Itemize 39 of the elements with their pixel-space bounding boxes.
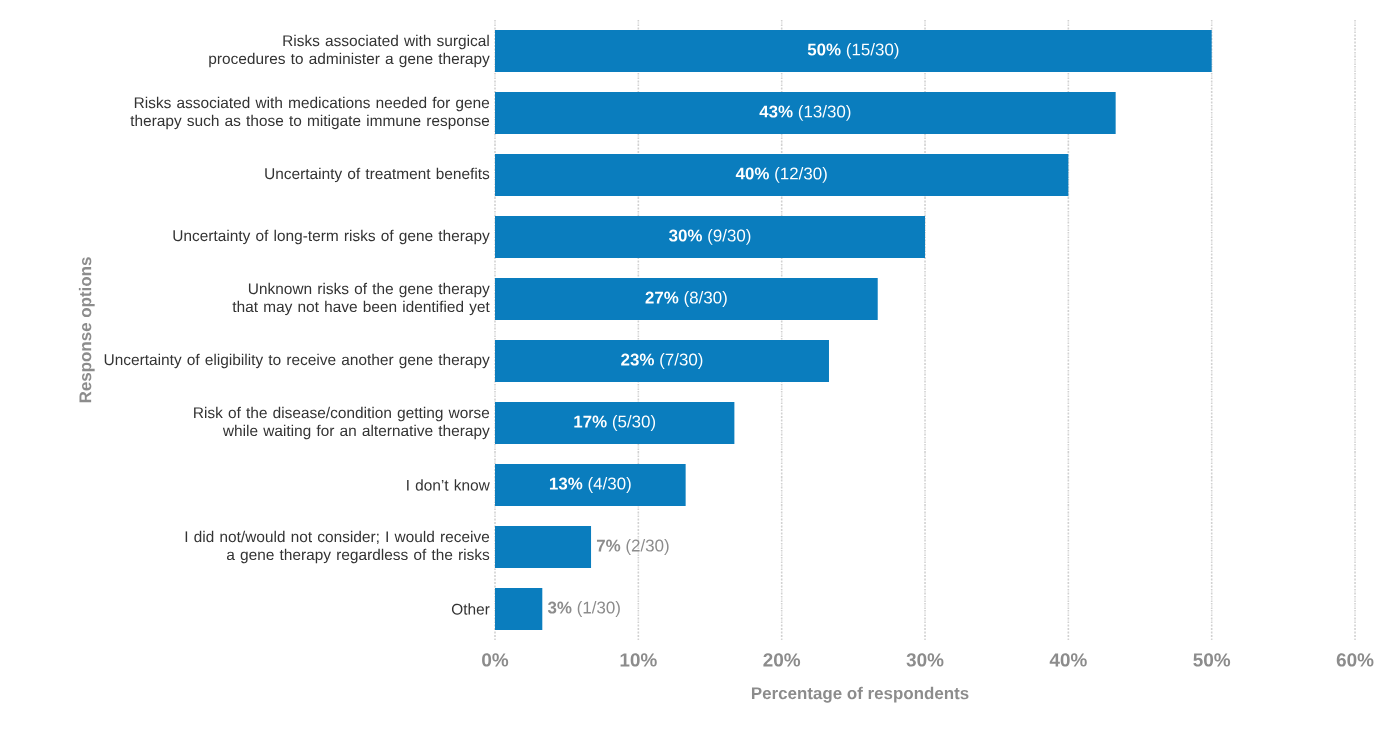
bar: [495, 277, 878, 320]
x-tick-label: 30%: [906, 653, 944, 667]
x-tick-label: 20%: [763, 653, 801, 667]
bar: [495, 526, 592, 568]
y-tick-label: Other: [451, 603, 490, 615]
y-tick-label: Risk of the disease/condition getting worse while waiting for an alternative therapy: [194, 406, 490, 440]
x-tick-label: 50%: [1193, 653, 1231, 667]
data-label: 23% (7/30): [621, 353, 703, 369]
y-tick-label: Uncertainty of treatment benefits: [265, 167, 490, 183]
y-tick-label: I did not/would not consider; I would receive a gene therapy regardless of the risks: [185, 530, 490, 564]
bar: [495, 464, 686, 506]
x-tick-label: 10%: [620, 653, 657, 667]
data-label: 43% (13/30): [759, 105, 851, 121]
x-tick-label: 60%: [1336, 653, 1374, 667]
bar: [495, 153, 1069, 196]
x-tick-label: 0%: [482, 653, 509, 667]
x-tick-label: 40%: [1049, 653, 1087, 667]
y-tick-label: Uncertainty of eligibility to receive another gene therapy: [104, 353, 490, 369]
bar: [495, 588, 543, 630]
data-label: 50% (15/30): [807, 43, 899, 59]
bar: [495, 29, 1212, 72]
data-label: 17% (5/30): [574, 415, 656, 431]
y-axis-title: Response options: [78, 257, 95, 403]
bar: [495, 91, 1116, 134]
y-tick-label: I don’t know: [407, 479, 490, 491]
data-label: 27% (8/30): [645, 291, 727, 307]
x-axis-title: Percentage of respondents: [751, 686, 969, 703]
bar: [495, 340, 829, 382]
data-label: 7% (2/30): [596, 539, 669, 555]
y-tick-label: Unknown risks of the gene therapy that may not have been identified yet: [232, 282, 490, 316]
data-label: 30% (9/30): [668, 229, 751, 245]
y-tick-label: Uncertainty of long-term risks of gene therapy: [173, 229, 490, 245]
y-tick-label: Risks associated with surgical procedures to administer a gene therapy: [209, 34, 490, 68]
data-label: 13% (4/30): [549, 477, 631, 493]
y-tick-label: Risks associated with medications needed for gene therapy such as those to mitigate immune response: [130, 96, 490, 130]
bar: [495, 402, 735, 444]
data-label: 3% (1/30): [547, 601, 620, 617]
data-label: 40% (12/30): [735, 167, 827, 183]
bar: [495, 215, 926, 258]
